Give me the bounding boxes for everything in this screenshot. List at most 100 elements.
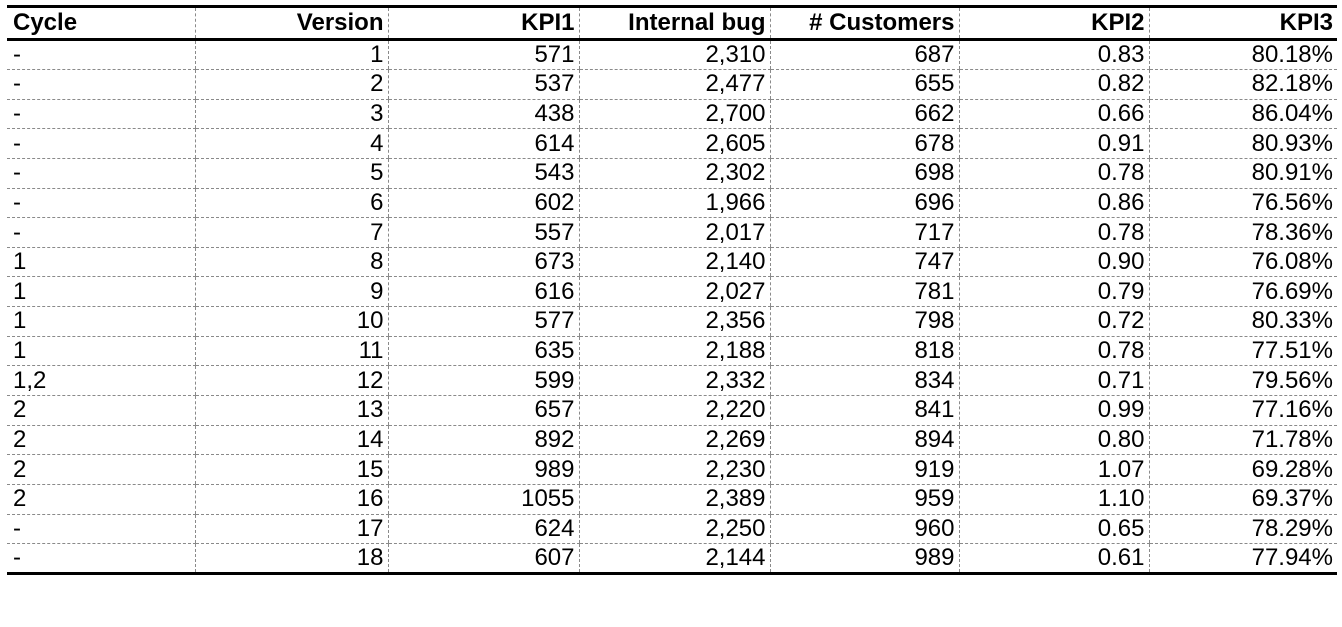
cell-kpi3: 76.69% (1148, 276, 1337, 308)
cell-kpi1: 635 (387, 336, 579, 367)
cell-kpi2: 0.90 (958, 247, 1149, 278)
table-body: -1 571 2,310 687 0.83 80.18% -2 537 2,477 655 0.82… (7, 39, 1337, 576)
table-row: 2 14 892 2,269 894 0.80 71.78% (7, 425, 1337, 456)
cell-version: 9 (194, 276, 388, 308)
cell-internal-bug: 2,302 (578, 158, 770, 189)
cell-kpi1: 557 (387, 217, 579, 248)
cell-internal-bug: 2,188 (578, 336, 770, 367)
cell-cycle: 2 (7, 425, 195, 456)
cell-kpi3: 76.08% (1148, 247, 1337, 278)
cell-internal-bug: 2,356 (578, 306, 770, 337)
cell-kpi3: 79.56% (1148, 365, 1337, 397)
cell-cycle: - (7, 514, 195, 545)
cell-kpi2: 1.07 (958, 454, 1149, 485)
cell-kpi1: 892 (387, 425, 579, 456)
cell-kpi3: 78.36% (1148, 217, 1337, 248)
cell-internal-bug: 2,332 (578, 365, 770, 397)
cell-kpi3: 80.91% (1148, 158, 1337, 189)
cell-cycle: 1 (7, 276, 195, 308)
cell-internal-bug: 2,310 (578, 39, 770, 70)
table-row: -17 624 2,250 960 0.65 78.29% (7, 514, 1337, 545)
cell-cycle: - (7, 99, 195, 130)
table-row: -5 543 2,302 698 0.78 80.91% (7, 158, 1337, 189)
cell-internal-bug: 2,144 (578, 543, 770, 576)
cell-version: 14 (194, 425, 388, 456)
cell-version: 3 (194, 99, 388, 130)
cell-kpi3: 80.18% (1148, 39, 1337, 70)
cell-kpi1: 657 (387, 395, 579, 426)
cell-internal-bug: 2,269 (578, 425, 770, 456)
kpi-table-container: Cycle Version KPI1 Internal bug # Custom… (7, 5, 1337, 576)
cell-version: 10 (194, 306, 388, 337)
cell-cycle: 1 (7, 247, 195, 278)
header-version: Version (194, 5, 388, 41)
cell-internal-bug: 1,966 (578, 188, 770, 219)
table-row: 1 11 635 2,188 818 0.78 77.51% (7, 336, 1337, 367)
cell-internal-bug: 2,389 (578, 484, 770, 515)
cell-kpi3: 77.16% (1148, 395, 1337, 426)
cell-version: 7 (194, 217, 388, 248)
cell-kpi2: 0.79 (958, 276, 1149, 308)
cell-kpi2: 0.91 (958, 128, 1149, 159)
cell-version: 15 (194, 454, 388, 485)
cell-version: 2 (194, 69, 388, 100)
table-header: Cycle Version KPI1 Internal bug # Custom… (7, 5, 1337, 41)
cell-version: 4 (194, 128, 388, 159)
cell-kpi2: 0.71 (958, 365, 1149, 397)
cell-kpi1: 1055 (387, 484, 579, 515)
cell-cycle: 1 (7, 336, 195, 367)
cell-version: 16 (194, 484, 388, 515)
cell-kpi1: 599 (387, 365, 579, 397)
kpi-table: Cycle Version KPI1 Internal bug # Custom… (7, 5, 1337, 576)
cell-internal-bug: 2,220 (578, 395, 770, 426)
table-row: -7 557 2,017 717 0.78 78.36% (7, 217, 1337, 248)
cell-kpi3: 69.37% (1148, 484, 1337, 515)
cell-cycle: - (7, 128, 195, 159)
cell-cycle: - (7, 188, 195, 219)
cell-kpi2: 1.10 (958, 484, 1149, 515)
cell-cycle: - (7, 69, 195, 100)
cell-customers: 717 (769, 217, 959, 248)
cell-customers: 989 (769, 543, 959, 576)
cell-kpi3: 78.29% (1148, 514, 1337, 545)
cell-internal-bug: 2,605 (578, 128, 770, 159)
cell-kpi3: 69.28% (1148, 454, 1337, 485)
cell-cycle: 2 (7, 395, 195, 426)
cell-customers: 919 (769, 454, 959, 485)
cell-kpi3: 76.56% (1148, 188, 1337, 219)
cell-customers: 698 (769, 158, 959, 189)
header-kpi3: KPI3 (1148, 5, 1337, 41)
table-row: 1 8 673 2,140 747 0.90 76.08% (7, 247, 1337, 278)
table-row: -4 614 2,605 678 0.91 80.93% (7, 128, 1337, 159)
cell-cycle: 1 (7, 306, 195, 337)
cell-customers: 781 (769, 276, 959, 308)
header-internal-bug: Internal bug (578, 5, 770, 41)
cell-cycle: 2 (7, 484, 195, 515)
cell-internal-bug: 2,477 (578, 69, 770, 100)
cell-customers: 687 (769, 39, 959, 70)
cell-kpi1: 673 (387, 247, 579, 278)
table-row: -3 438 2,700 662 0.66 86.04% (7, 99, 1337, 130)
table-row: -18 607 2,144 989 0.61 77.94% (7, 543, 1337, 576)
cell-kpi1: 624 (387, 514, 579, 545)
cell-internal-bug: 2,140 (578, 247, 770, 278)
cell-kpi1: 614 (387, 128, 579, 159)
cell-kpi2: 0.80 (958, 425, 1149, 456)
cell-internal-bug: 2,027 (578, 276, 770, 308)
cell-kpi1: 607 (387, 543, 579, 576)
cell-kpi2: 0.65 (958, 514, 1149, 545)
table-row: 2 15 989 2,230 919 1.07 69.28% (7, 454, 1337, 485)
cell-kpi1: 537 (387, 69, 579, 100)
header-kpi2: KPI2 (958, 5, 1149, 41)
cell-kpi2: 0.66 (958, 99, 1149, 130)
cell-kpi1: 543 (387, 158, 579, 189)
cell-customers: 655 (769, 69, 959, 100)
table-row: -6 602 1,966 696 0.86 76.56% (7, 188, 1337, 219)
cell-customers: 662 (769, 99, 959, 130)
cell-kpi2: 0.83 (958, 39, 1149, 70)
table-row: 1,2 12 599 2,332 834 0.71 79.56% (7, 365, 1337, 397)
cell-customers: 834 (769, 365, 959, 397)
cell-version: 17 (194, 514, 388, 545)
cell-version: 11 (194, 336, 388, 367)
cell-internal-bug: 2,250 (578, 514, 770, 545)
